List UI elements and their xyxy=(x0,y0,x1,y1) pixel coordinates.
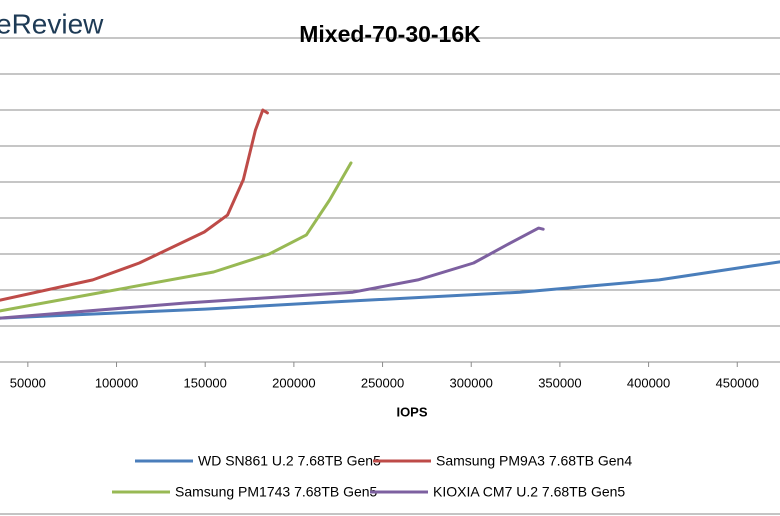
logo: eReview xyxy=(0,8,104,39)
x-tick-label: 50000 xyxy=(10,375,46,390)
series-line xyxy=(0,108,269,302)
grid xyxy=(0,37,780,367)
legend-label: KIOXIA CM7 U.2 7.68TB Gen5 xyxy=(433,484,625,500)
legend-label: WD SN861 U.2 7.68TB Gen5 xyxy=(198,453,381,469)
series-line xyxy=(0,161,353,313)
x-tick-label: 100000 xyxy=(95,375,138,390)
x-tick-label: 150000 xyxy=(184,375,227,390)
x-axis-label: IOPS xyxy=(396,404,427,419)
x-tick-label: 300000 xyxy=(450,375,493,390)
x-tick-label: 200000 xyxy=(272,375,315,390)
x-tick-label: 250000 xyxy=(361,375,404,390)
x-tick-label: 450000 xyxy=(716,375,759,390)
legend-label: Samsung PM9A3 7.68TB Gen4 xyxy=(436,453,632,469)
chart-title: Mixed-70-30-16K xyxy=(299,21,481,47)
legend-label: Samsung PM1743 7.68TB Gen5 xyxy=(175,484,378,500)
x-tick-label: 400000 xyxy=(627,375,670,390)
series-line xyxy=(0,226,545,320)
series-line xyxy=(0,260,780,320)
x-tick-label: 350000 xyxy=(538,375,581,390)
plot-lines xyxy=(0,108,780,320)
